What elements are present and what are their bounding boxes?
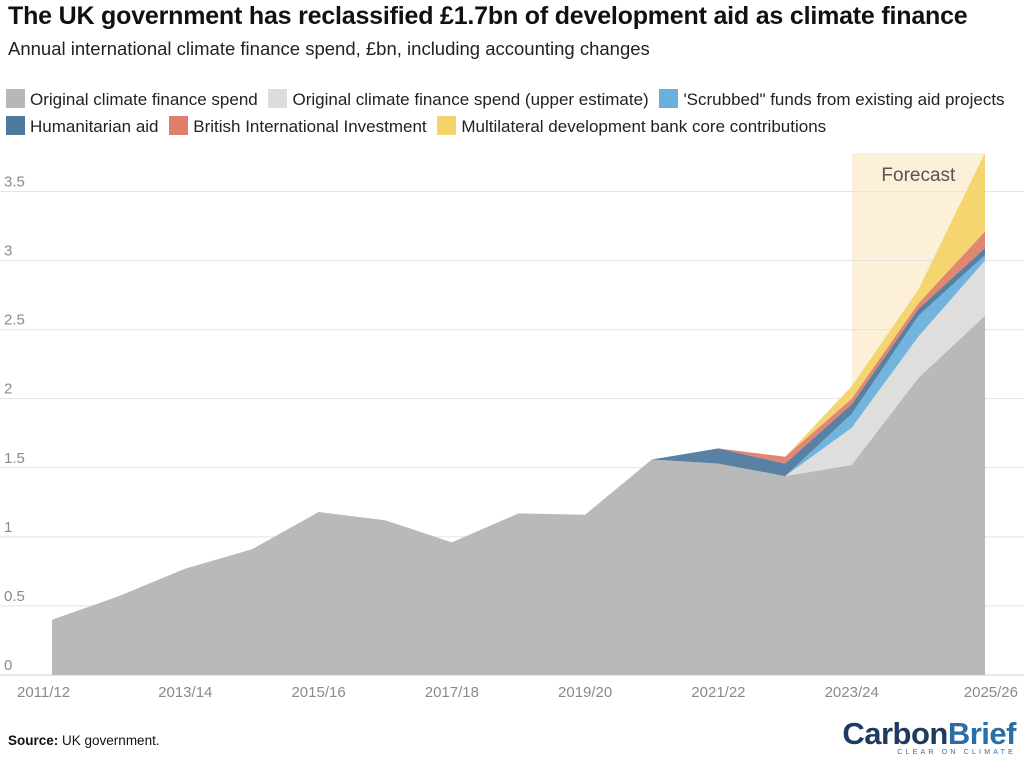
y-tick-label: 3.5 — [4, 173, 25, 190]
x-tick-label: 2025/26 — [964, 684, 1018, 701]
y-tick-label: 1.5 — [4, 450, 25, 467]
x-tick-label: 2011/12 — [17, 684, 70, 701]
carbonbrief-logo: CarbonBrief CLEAR ON CLIMATE — [842, 716, 1016, 757]
legend-swatch — [437, 116, 457, 135]
legend-item-original: Original climate finance spend — [6, 89, 258, 109]
x-tick-label: 2023/24 — [825, 684, 879, 701]
legend-swatch — [6, 89, 25, 108]
legend-item-upper-estimate: Original climate finance spend (upper es… — [268, 89, 649, 109]
logo-tagline: CLEAR ON CLIMATE — [897, 749, 1016, 756]
y-tick-label: 0 — [4, 657, 12, 674]
area-series-3 — [785, 255, 985, 477]
source-note: Source: UK government. — [8, 733, 160, 748]
x-tick-label: 2015/16 — [291, 684, 345, 701]
legend-swatch — [659, 89, 679, 108]
legend-label: Original climate finance spend (upper es… — [292, 90, 649, 109]
x-tick-label: 2017/18 — [425, 684, 479, 701]
x-tick-label: 2019/20 — [558, 684, 612, 701]
chart-legend: Original climate finance spend Original … — [6, 86, 1018, 140]
legend-item-bii: British International Investment — [169, 116, 427, 136]
legend-label: British International Investment — [193, 117, 427, 136]
logo-wordmark: CarbonBrief — [842, 716, 1016, 751]
y-tick-label: 0.5 — [4, 588, 25, 605]
legend-item-scrubbed: 'Scrubbed" funds from existing aid proje… — [659, 89, 1005, 109]
legend-label: 'Scrubbed" funds from existing aid proje… — [683, 90, 1005, 109]
legend-swatch — [6, 116, 25, 135]
legend-swatch — [268, 89, 288, 108]
chart-subtitle: Annual international climate finance spe… — [8, 38, 650, 59]
area-series-1 — [52, 315, 985, 675]
forecast-label: Forecast — [881, 165, 956, 186]
y-tick-label: 1 — [4, 519, 12, 536]
legend-label: Multilateral development bank core contr… — [461, 117, 827, 136]
x-tick-label: 2013/14 — [158, 684, 212, 701]
y-tick-label: 2.5 — [4, 312, 25, 329]
chart-title: The UK government has reclassified £1.7b… — [8, 2, 968, 30]
legend-item-mdb: Multilateral development bank core contr… — [437, 116, 827, 136]
legend-swatch — [169, 116, 189, 135]
legend-label: Humanitarian aid — [30, 117, 159, 136]
y-tick-label: 2 — [4, 381, 12, 398]
x-tick-label: 2021/22 — [691, 684, 745, 701]
legend-label: Original climate finance spend — [30, 90, 258, 109]
y-tick-label: 3 — [4, 243, 12, 260]
legend-item-humanitarian: Humanitarian aid — [6, 116, 159, 136]
